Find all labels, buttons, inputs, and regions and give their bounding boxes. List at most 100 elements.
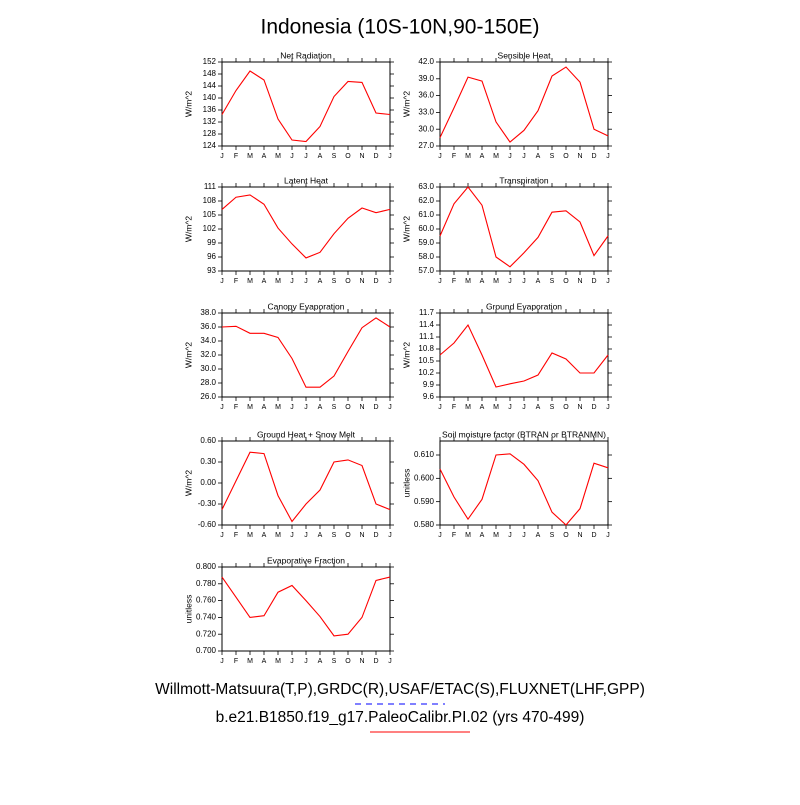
y-tick-label: 144	[203, 81, 217, 90]
x-tick-label: J	[522, 278, 526, 285]
x-tick-label: J	[508, 278, 512, 285]
x-tick-label: J	[304, 153, 308, 160]
y-tick-label: 108	[203, 196, 217, 205]
y-tick-label: 59.0	[418, 238, 434, 247]
data-line	[439, 66, 609, 143]
y-tick-label: 0.580	[414, 520, 435, 529]
y-tick-label: 0.00	[200, 478, 216, 487]
x-tick-label: M	[247, 404, 253, 411]
y-tick-label: 61.0	[418, 210, 434, 219]
x-tick-label: N	[359, 404, 364, 411]
x-tick-label: A	[536, 404, 541, 411]
y-tick-label: 42.0	[418, 57, 434, 66]
x-tick-label: A	[480, 532, 485, 539]
x-tick-label: J	[304, 658, 308, 665]
y-tick-label: 26.0	[200, 392, 216, 401]
x-tick-label: D	[373, 658, 378, 665]
legend-label: Willmott-Matsuura(T,P),GRDC(R),USAF/ETAC…	[155, 681, 645, 698]
y-tick-label: 32.0	[200, 350, 216, 359]
x-tick-label: S	[550, 278, 555, 285]
x-tick-label: O	[563, 404, 569, 411]
x-tick-label: M	[493, 153, 499, 160]
y-tick-label: 36.0	[418, 91, 434, 100]
x-tick-label: J	[388, 153, 392, 160]
x-tick-label: M	[465, 278, 471, 285]
plot-frame	[221, 440, 391, 526]
x-tick-label: J	[438, 153, 442, 160]
x-tick-label: N	[577, 404, 582, 411]
x-tick-label: J	[290, 532, 294, 539]
x-tick-label: J	[606, 278, 610, 285]
data-line	[439, 323, 609, 388]
y-tick-label: 111	[204, 182, 217, 191]
x-tick-label: M	[275, 532, 281, 539]
x-tick-label: F	[234, 153, 238, 160]
panel-title: Sensible Heat	[498, 50, 552, 60]
y-tick-label: 28.0	[200, 378, 216, 387]
x-tick-label: A	[536, 532, 541, 539]
x-tick-label: J	[304, 278, 308, 285]
x-tick-label: S	[332, 153, 337, 160]
x-tick-label: J	[388, 658, 392, 665]
plot-frame	[221, 566, 391, 652]
y-tick-label: 152	[203, 57, 217, 66]
x-tick-label: M	[465, 532, 471, 539]
y-tick-label: 11.4	[419, 320, 435, 329]
y-tick-label: 0.590	[414, 497, 435, 506]
x-tick-label: M	[493, 404, 499, 411]
plot-frame	[221, 61, 391, 147]
x-tick-label: J	[388, 532, 392, 539]
y-axis-label: W/m^2	[183, 470, 193, 496]
x-tick-label: A	[262, 153, 267, 160]
x-tick-label: F	[452, 153, 456, 160]
x-tick-label: A	[480, 278, 485, 285]
x-tick-label: S	[332, 658, 337, 665]
x-tick-label: S	[332, 532, 337, 539]
y-tick-label: 148	[203, 69, 217, 78]
x-tick-label: D	[373, 532, 378, 539]
y-tick-label: 0.740	[196, 613, 217, 622]
data-line	[439, 186, 609, 268]
x-tick-label: M	[247, 532, 253, 539]
y-tick-label: 30.0	[200, 364, 216, 373]
y-axis-label: W/m^2	[183, 216, 193, 242]
x-tick-label: O	[345, 278, 351, 285]
y-tick-label: 128	[203, 129, 217, 138]
y-axis-label: unitless	[183, 595, 193, 624]
plot-frame	[439, 312, 609, 398]
y-axis-label: W/m^2	[183, 91, 193, 117]
plot-frame	[439, 440, 609, 526]
x-tick-label: J	[388, 278, 392, 285]
x-tick-label: F	[234, 658, 238, 665]
y-axis-label: W/m^2	[401, 342, 411, 368]
y-tick-label: 0.800	[196, 562, 217, 571]
y-tick-label: 10.8	[418, 344, 434, 353]
x-tick-label: M	[275, 153, 281, 160]
x-tick-label: O	[345, 658, 351, 665]
data-line	[221, 70, 391, 143]
x-tick-label: J	[522, 532, 526, 539]
x-tick-label: J	[508, 153, 512, 160]
y-tick-label: 0.610	[414, 450, 435, 459]
x-tick-label: J	[290, 278, 294, 285]
y-tick-label: 140	[203, 93, 217, 102]
x-tick-label: M	[247, 278, 253, 285]
x-tick-label: D	[373, 404, 378, 411]
x-tick-label: M	[465, 404, 471, 411]
x-tick-label: J	[290, 404, 294, 411]
x-tick-label: J	[606, 153, 610, 160]
x-tick-label: A	[480, 153, 485, 160]
data-line	[221, 317, 391, 388]
x-tick-label: M	[493, 278, 499, 285]
x-tick-label: J	[290, 153, 294, 160]
x-tick-label: J	[508, 404, 512, 411]
x-tick-label: J	[304, 404, 308, 411]
y-tick-label: 9.9	[423, 380, 435, 389]
panel-title: Soil moisture factor (BTRAN or BTRANMN)	[442, 429, 606, 439]
x-tick-label: M	[275, 278, 281, 285]
x-tick-label: J	[438, 404, 442, 411]
x-tick-label: O	[345, 153, 351, 160]
data-line	[221, 194, 391, 259]
x-tick-label: J	[438, 532, 442, 539]
